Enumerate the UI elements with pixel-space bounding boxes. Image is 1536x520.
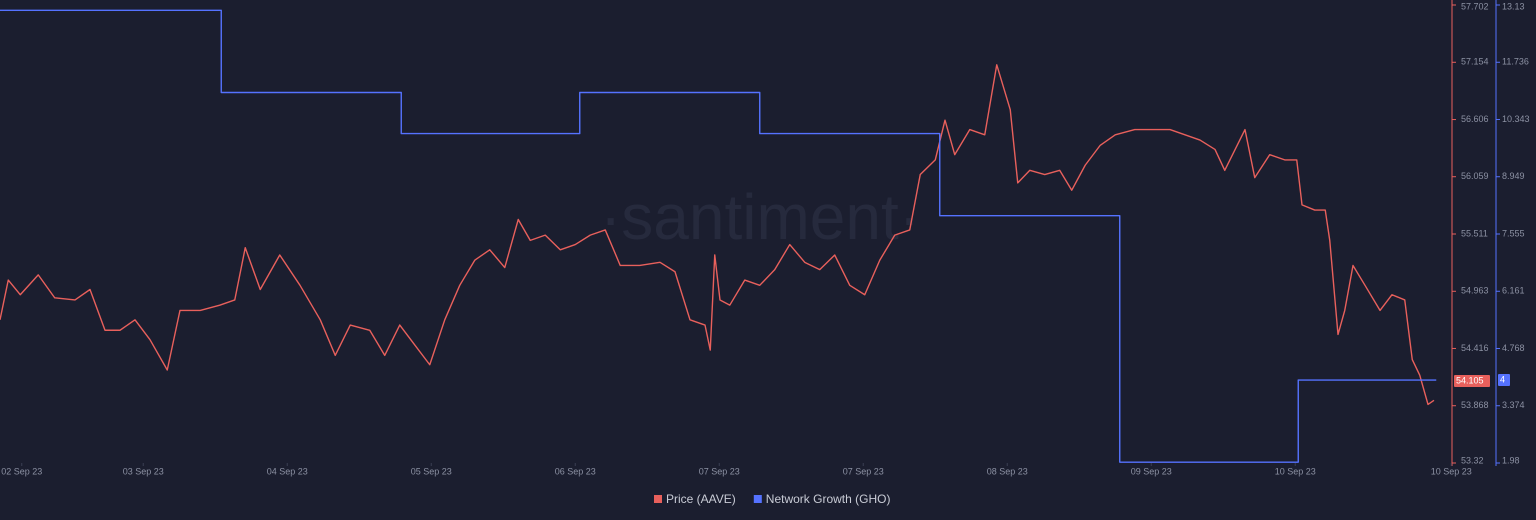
y-tick-label: 55.511 [1461, 228, 1488, 238]
price-line [0, 64, 1435, 406]
y-tick-label: 54.416 [1461, 343, 1489, 353]
y-tick-label: 53.32 [1461, 455, 1484, 465]
y-tick-label: 53.868 [1461, 400, 1489, 410]
x-tick-label: 09 Sep 23 [1131, 466, 1172, 476]
y2-tick-label: 7.555 [1502, 228, 1525, 238]
x-tick-label: 07 Sep 23 [843, 466, 884, 476]
legend-label: Network Growth (GHO) [766, 492, 891, 506]
x-tick-label: 03 Sep 23 [123, 466, 164, 476]
y-tick-label: 56.606 [1461, 114, 1489, 124]
legend-swatch [753, 495, 762, 503]
x-tick-label: 05 Sep 23 [411, 466, 452, 476]
y2-tick-label: 3.374 [1502, 400, 1525, 410]
y-tick-label: 57.702 [1461, 1, 1489, 11]
y2-tick-label: 13.13 [1502, 1, 1525, 11]
legend-label: Price (AAVE) [666, 492, 736, 506]
step-line [0, 9, 1437, 463]
y2-tick-label: 11.736 [1502, 57, 1529, 67]
y2-tick-label: 10.343 [1502, 114, 1530, 124]
watermark: ·santiment· [600, 181, 920, 253]
y2-tick-label: 6.161 [1502, 286, 1525, 296]
x-tick-label: 07 Sep 23 [699, 466, 740, 476]
x-tick-label: 06 Sep 23 [555, 466, 596, 476]
current-value-label: 54.105 [1456, 375, 1484, 385]
y2-tick-label: 1.98 [1502, 455, 1520, 465]
current-value-label: 4 [1500, 374, 1505, 384]
y-tick-label: 56.059 [1461, 171, 1489, 181]
x-tick-label: 04 Sep 23 [267, 466, 308, 476]
x-tick-label: 08 Sep 23 [987, 466, 1028, 476]
x-tick-label: 10 Sep 23 [1275, 466, 1316, 476]
legend-swatch [654, 495, 662, 503]
y2-tick-label: 8.949 [1502, 171, 1525, 181]
x-tick-label: 02 Sep 23 [1, 466, 42, 476]
y2-tick-label: 4.768 [1502, 343, 1525, 353]
y-tick-label: 57.154 [1461, 57, 1489, 67]
y-tick-label: 54.963 [1461, 286, 1489, 296]
current-value-box [1498, 374, 1510, 387]
current-value-box [1454, 374, 1490, 387]
x-tick-label: 10 Sep 23 [1431, 466, 1472, 476]
